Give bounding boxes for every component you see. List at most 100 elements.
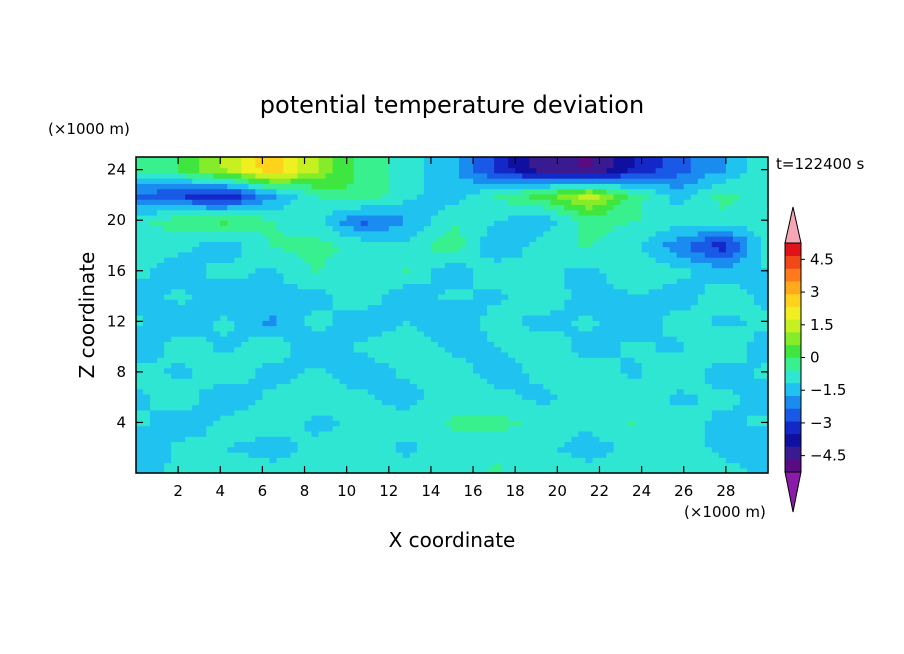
field-cell xyxy=(459,346,467,353)
field-cell xyxy=(437,220,446,227)
field-cell xyxy=(571,330,579,337)
field-cell xyxy=(620,214,629,221)
field-cell xyxy=(690,299,699,306)
field-cell xyxy=(550,309,558,316)
field-cell xyxy=(543,383,551,390)
field-cell xyxy=(641,315,650,321)
field-cell xyxy=(648,309,657,316)
field-cell xyxy=(388,420,397,427)
field-cell xyxy=(395,257,404,263)
field-cell xyxy=(402,446,411,453)
field-cell xyxy=(150,236,158,242)
field-cell xyxy=(311,320,320,327)
field-cell xyxy=(753,209,762,216)
field-cell xyxy=(578,394,587,400)
field-cell xyxy=(473,436,481,442)
field-cell xyxy=(683,204,692,211)
field-cell xyxy=(269,293,278,300)
field-cell xyxy=(494,225,502,232)
field-cell xyxy=(613,193,622,200)
field-cell xyxy=(466,462,474,469)
field-cell xyxy=(459,267,467,274)
field-cell xyxy=(739,214,748,221)
field-cell xyxy=(536,436,544,442)
field-cell xyxy=(634,325,643,332)
field-cell xyxy=(157,204,165,211)
field-cell xyxy=(634,204,643,211)
field-cell xyxy=(487,283,495,290)
field-cell xyxy=(297,236,306,242)
field-cell xyxy=(634,304,643,311)
field-cell xyxy=(227,293,235,300)
field-cell xyxy=(760,288,769,295)
field-cell xyxy=(641,404,650,411)
field-cell xyxy=(318,241,327,248)
field-cell xyxy=(367,193,376,200)
field-cell xyxy=(641,267,650,274)
field-cell xyxy=(564,230,572,237)
field-cell xyxy=(381,267,390,274)
field-cell xyxy=(501,309,509,316)
field-cell xyxy=(262,430,271,437)
field-cell xyxy=(459,236,467,242)
field-cell xyxy=(704,193,713,200)
field-cell xyxy=(508,272,516,279)
field-cell xyxy=(648,199,657,205)
field-cell xyxy=(220,362,228,369)
field-cell xyxy=(627,262,636,269)
field-cell xyxy=(360,209,369,216)
field-cell xyxy=(676,183,685,190)
field-cell xyxy=(318,236,327,242)
field-cell xyxy=(220,388,228,395)
field-cell xyxy=(164,436,172,442)
field-cell xyxy=(206,183,214,190)
field-cell xyxy=(262,178,271,184)
field-cell xyxy=(325,293,334,300)
field-cell xyxy=(690,399,699,406)
field-cell xyxy=(367,246,376,253)
field-cell xyxy=(718,388,727,395)
field-cell xyxy=(388,436,397,442)
field-cell xyxy=(648,246,657,253)
field-cell xyxy=(164,315,172,321)
field-cell xyxy=(430,225,439,232)
field-cell xyxy=(136,299,144,306)
field-cell xyxy=(697,372,706,379)
field-cell xyxy=(290,446,299,453)
field-cell xyxy=(437,351,446,358)
field-cell xyxy=(648,293,657,300)
field-cell xyxy=(234,220,242,227)
field-cell xyxy=(381,320,390,327)
field-cell xyxy=(136,415,144,421)
field-cell xyxy=(339,299,348,306)
field-cell xyxy=(466,404,474,411)
field-cell xyxy=(220,230,228,237)
field-cell xyxy=(732,357,741,363)
field-cell xyxy=(283,246,292,253)
field-cell xyxy=(311,315,320,321)
field-cell xyxy=(269,299,278,306)
field-cell xyxy=(697,351,706,358)
field-cell xyxy=(564,341,572,348)
field-cell xyxy=(283,388,292,395)
field-cell xyxy=(606,341,615,348)
field-cell xyxy=(585,404,594,411)
field-cell xyxy=(276,378,285,385)
field-cell xyxy=(136,336,144,342)
field-cell xyxy=(178,183,186,190)
field-cell xyxy=(592,272,601,279)
field-cell xyxy=(325,367,334,374)
field-cell xyxy=(430,362,439,369)
field-cell xyxy=(213,394,221,400)
field-cell xyxy=(402,272,411,279)
field-cell xyxy=(634,183,643,190)
field-cell xyxy=(515,241,523,248)
field-cell xyxy=(304,225,313,232)
field-cell xyxy=(634,420,643,427)
field-cell xyxy=(150,330,158,337)
field-cell xyxy=(557,367,565,374)
field-cell xyxy=(311,372,320,379)
field-cell xyxy=(480,293,488,300)
field-cell xyxy=(487,183,495,190)
field-cell xyxy=(290,425,299,432)
